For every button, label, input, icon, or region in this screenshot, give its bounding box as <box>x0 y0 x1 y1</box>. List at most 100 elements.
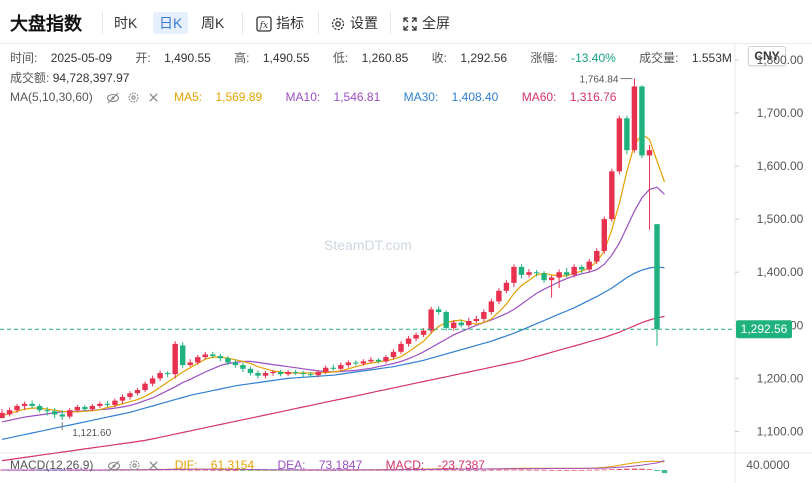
fullscreen-icon <box>403 17 417 31</box>
macd-bar <box>646 469 653 471</box>
candle-up <box>571 266 577 275</box>
macd-bar <box>390 469 397 471</box>
gear-icon[interactable] <box>128 459 141 472</box>
currency-button[interactable]: CNY <box>748 46 786 66</box>
macd-legend: MACD(12,26,9) DIF: 61.3154 DEA: 73.1847 … <box>10 458 505 472</box>
candle-up <box>195 357 201 363</box>
candle-up <box>616 118 623 172</box>
candle-down <box>654 224 660 330</box>
ma5-value: 1,569.89 <box>215 90 263 104</box>
macd-bar <box>195 469 201 471</box>
gear-icon <box>331 18 345 31</box>
macd-bar <box>255 470 261 471</box>
toolbar-divider <box>318 12 319 34</box>
last-price-label: 1,292.56 <box>741 322 788 336</box>
eye-off-icon[interactable] <box>107 460 121 472</box>
tab-hourly-k[interactable]: 时K <box>114 15 138 31</box>
candle-up <box>405 338 412 344</box>
macd-bar <box>586 469 592 471</box>
candle-up <box>383 357 389 362</box>
macd-bar <box>533 469 540 471</box>
macd-bar <box>661 470 668 474</box>
fullscreen-button[interactable]: 全屏 <box>396 12 456 34</box>
eye-off-icon[interactable] <box>106 92 120 104</box>
date-label: 时间: <box>10 51 38 65</box>
macd-bar <box>541 469 547 471</box>
candle-down <box>458 322 464 326</box>
candle-up <box>134 390 141 394</box>
turnover-label: 成交额: <box>10 71 50 85</box>
macd-bar <box>654 470 660 472</box>
candle-down <box>579 266 585 270</box>
candle-down <box>232 362 239 366</box>
candle-down <box>217 356 224 359</box>
settings-button[interactable]: 设置 <box>324 12 384 34</box>
candle-up <box>556 272 562 278</box>
indicator-button[interactable]: fx 指标 <box>250 12 310 34</box>
close-icon[interactable] <box>148 92 159 103</box>
macd-bar <box>187 469 193 471</box>
candle-down <box>330 367 336 369</box>
macd-bar <box>202 469 208 471</box>
candle-up <box>390 351 397 358</box>
turnover-value: 94,728,397.97 <box>52 71 130 85</box>
toolbar-divider <box>390 12 391 34</box>
macd-bar <box>624 468 630 470</box>
ma60-line <box>1 315 665 462</box>
gear-icon[interactable] <box>127 91 140 104</box>
macd-bar <box>413 469 419 471</box>
change-value: -13.40% <box>571 51 616 65</box>
candle-up <box>428 309 434 331</box>
moving-average-lines <box>1 133 666 462</box>
price-axis: 1,800.00 1,700.00 1,600.00 1,500.00 1,400.00… <box>0 44 812 483</box>
ma30-label: MA30: <box>403 90 439 104</box>
macd-bar <box>579 469 585 471</box>
candle-up <box>172 343 178 375</box>
candle-down <box>375 359 382 362</box>
macd-bar <box>503 469 510 471</box>
y-tick-label: 1,600.00 <box>757 159 804 173</box>
page-title: 大盘指数 <box>10 14 82 34</box>
close-icon[interactable] <box>148 460 159 471</box>
last-price-tag <box>736 320 792 339</box>
close-value: 1,292.56 <box>460 51 508 65</box>
candle-down <box>247 368 254 374</box>
macd-bar <box>563 469 570 471</box>
candle-down <box>353 362 359 364</box>
tab-weekly-k[interactable]: 周K <box>201 15 225 31</box>
candle-down <box>300 373 306 375</box>
ohlc-info: 时间: 2025-05-09 开: 1,490.55 高: 1,490.55 低… <box>10 49 752 66</box>
low-value: 1,260.85 <box>361 51 409 65</box>
candle-down <box>443 312 449 328</box>
candle-down <box>292 371 299 374</box>
candle-up <box>360 361 367 364</box>
macd-bar <box>496 469 502 471</box>
candle-down <box>225 358 231 363</box>
candle-up <box>127 393 133 397</box>
high-value: 1,490.55 <box>262 51 310 65</box>
candle-down <box>44 410 50 412</box>
ma10-line <box>1 186 665 423</box>
candle-down <box>104 403 111 405</box>
candle-up <box>285 371 291 375</box>
macd-bar <box>420 469 427 471</box>
dea-line <box>2 460 665 471</box>
annotations: 1,292.56 1,764.84 1,121.60 <box>0 75 792 439</box>
candle-up <box>187 362 193 366</box>
candle-up <box>631 86 638 151</box>
candle-down <box>624 118 630 151</box>
candle-down <box>533 272 540 274</box>
candle-up <box>149 378 156 384</box>
macd-bar <box>443 469 449 471</box>
function-icon: fx <box>256 16 272 32</box>
macd-bar <box>473 469 480 471</box>
candle-down <box>277 371 284 375</box>
tab-daily-k[interactable]: 日K <box>153 12 189 34</box>
candle-up <box>119 396 126 401</box>
volume-value: 1.553M <box>691 51 732 65</box>
macd-bar <box>631 468 638 470</box>
candle-up <box>473 318 480 322</box>
macd-bar <box>548 469 555 471</box>
macd-bar <box>518 469 525 471</box>
